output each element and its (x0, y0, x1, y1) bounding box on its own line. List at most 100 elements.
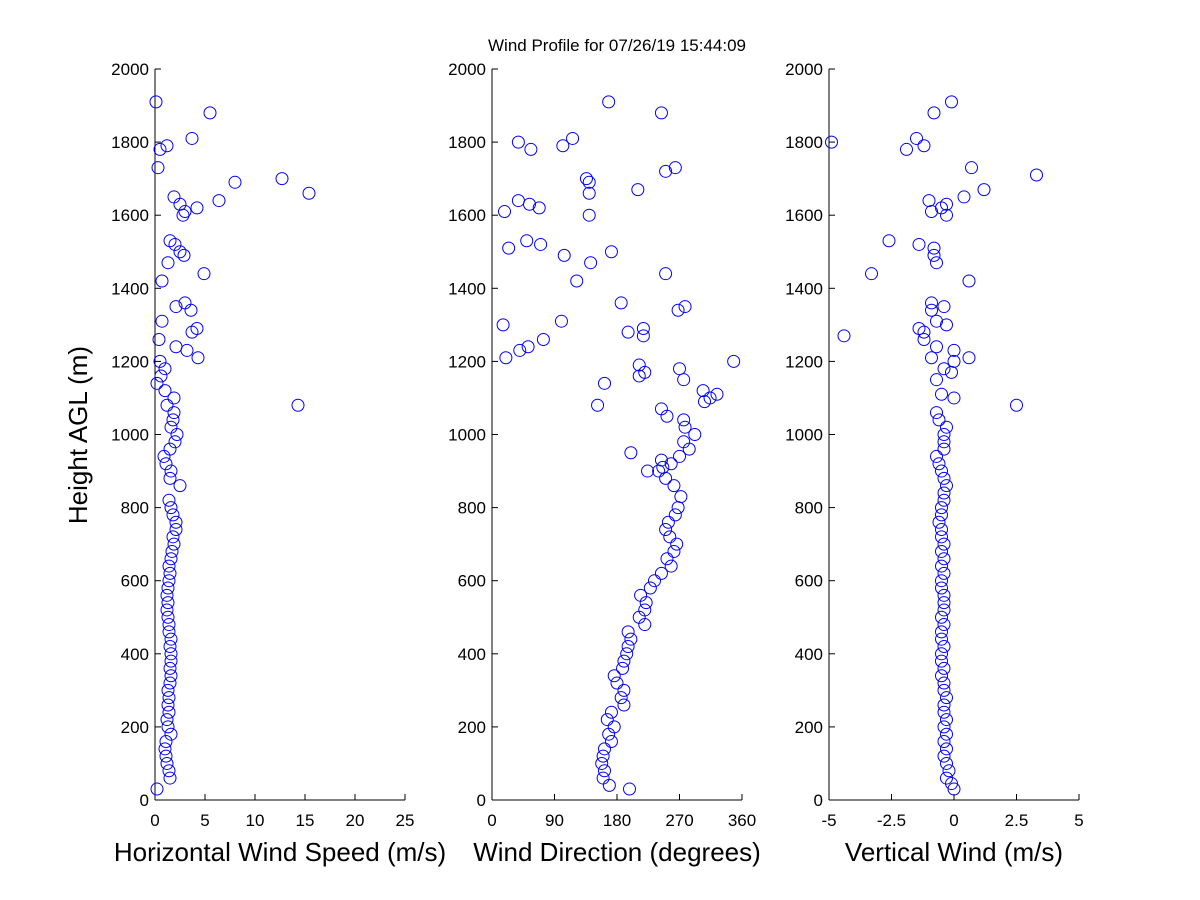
direction-x-axis-label: Wind Direction (degrees) (473, 837, 761, 867)
direction-data-point (607, 669, 621, 683)
wind-direction-panel: 0 200 400 600 800 1000 1200 1400 1600 1800 2000 0 90… (448, 60, 761, 867)
speed-data-point (197, 267, 211, 281)
direction-y-tick-label: 1800 (448, 133, 486, 152)
direction-data-point (602, 95, 616, 109)
speed-data-point (158, 384, 172, 398)
speed-data-point (177, 248, 191, 262)
speed-data-point (161, 720, 175, 734)
vertical-data-point (937, 428, 951, 441)
speed-data-point (164, 464, 178, 478)
direction-data-point (570, 274, 584, 288)
speed-data-point (162, 493, 176, 507)
speed-x-tick-label: 15 (296, 811, 315, 830)
direction-data-point (648, 574, 661, 588)
direction-data-point (604, 245, 618, 259)
vertical-y-tick-label: 1000 (785, 426, 823, 445)
speed-x-tick-label: 10 (246, 811, 265, 830)
vertical-data-point (937, 720, 951, 734)
speed-data-point (161, 256, 175, 270)
direction-data-point (621, 639, 635, 653)
speed-y-tick-label: 200 (121, 718, 149, 737)
vertical-x-axis-label: Vertical Wind (m/s) (845, 837, 1063, 867)
vertical-y-tick-label: 200 (795, 718, 823, 737)
speed-data-point (164, 552, 178, 566)
speed-data-point (163, 639, 177, 653)
speed-data-point (161, 596, 175, 610)
direction-data-point (667, 544, 681, 558)
direction-data-point (654, 453, 668, 467)
speed-data-point (168, 435, 182, 449)
direction-x-tick-label: 360 (728, 811, 756, 830)
direction-data-point (616, 661, 630, 675)
speed-data-point (160, 588, 174, 602)
direction-data-point (521, 340, 535, 354)
speed-data-point (162, 559, 176, 573)
direction-data-point (621, 325, 635, 339)
direction-data-point (604, 705, 618, 719)
speed-data-point (163, 566, 177, 580)
direction-data-point (678, 300, 692, 314)
direction-data-point (556, 139, 570, 153)
speed-data-point (163, 661, 177, 675)
vertical-data-point (935, 625, 948, 639)
direction-data-point (591, 398, 605, 412)
speed-data-point (161, 683, 175, 697)
vertical-data-point (1030, 168, 1043, 182)
direction-data-point (673, 362, 686, 376)
vertical-data-point (940, 197, 953, 211)
speed-data-point (162, 705, 176, 719)
vertical-data-point (937, 442, 951, 456)
speed-data-point (190, 201, 204, 215)
vertical-data-point (927, 106, 941, 120)
vertical-data-point (922, 194, 936, 208)
direction-data-point (499, 351, 513, 365)
speed-y-tick-label: 1800 (111, 133, 149, 152)
direction-data-point (496, 318, 510, 332)
direction-data-point (660, 552, 674, 566)
direction-x-tick-label: 180 (603, 811, 631, 830)
vertical-data-point (930, 340, 943, 354)
vertical-data-point (912, 237, 926, 251)
direction-data-point (582, 186, 596, 200)
direction-y-tick-label: 1000 (448, 426, 486, 445)
speed-data-point (150, 376, 164, 390)
direction-data-point (710, 387, 724, 401)
vertical-data-point (935, 632, 948, 646)
vertical-data-point (937, 639, 951, 653)
speed-data-point (166, 508, 180, 522)
vertical-data-point (937, 735, 951, 749)
speed-y-tick-label: 0 (140, 791, 149, 810)
direction-data-point (668, 508, 682, 522)
direction-x-tick-label: 0 (487, 811, 496, 830)
vertical-data-point (930, 406, 943, 420)
vertical-data-point (935, 669, 948, 683)
vertical-data-point (935, 508, 948, 522)
speed-x-tick-label: 5 (200, 811, 209, 830)
vertical-data-point (935, 654, 948, 668)
direction-data-point (513, 343, 527, 357)
vertical-data-point (935, 523, 948, 537)
direction-data-point (617, 654, 631, 668)
speed-data-point (163, 771, 177, 785)
direction-data-point (557, 248, 571, 262)
vertical-data-point (937, 435, 951, 449)
speed-data-point (155, 274, 169, 288)
speed-data-point (162, 574, 176, 588)
direction-data-point (656, 460, 670, 474)
direction-data-point (584, 256, 598, 270)
direction-y-tick-label: 800 (458, 499, 486, 518)
direction-data-point (673, 449, 686, 463)
vertical-data-point (930, 449, 943, 463)
direction-data-point (674, 490, 688, 504)
direction-data-point (631, 183, 645, 197)
speed-data-point (178, 296, 192, 310)
vertical-data-point (947, 343, 961, 357)
direction-data-point (582, 208, 596, 222)
speed-data-point (169, 340, 183, 354)
speed-data-point (164, 727, 178, 741)
speed-data-point (165, 544, 179, 558)
speed-data-point (164, 654, 178, 668)
direction-data-point (532, 201, 546, 215)
direction-data-point (617, 698, 631, 712)
direction-data-point (659, 267, 673, 281)
